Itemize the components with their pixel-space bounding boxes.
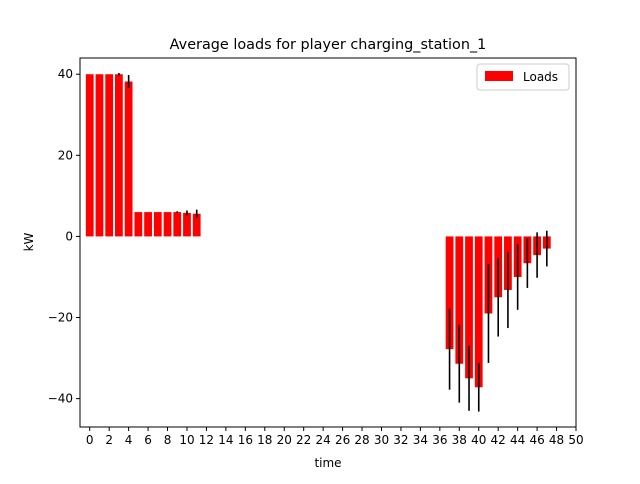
bar: [183, 212, 191, 237]
x-tick-label: 36: [432, 433, 447, 447]
x-tick-label: 20: [277, 433, 292, 447]
plot-frame: [79, 57, 577, 428]
legend-frame: [476, 63, 570, 91]
x-tick-label: 14: [218, 433, 233, 447]
x-tick-label: 18: [257, 433, 272, 447]
y-axis-label: kW: [22, 232, 36, 251]
x-tick-label: 4: [125, 433, 133, 447]
x-tick-label: 50: [568, 433, 583, 447]
y-tick-label: −20: [48, 311, 73, 325]
bar: [173, 212, 182, 237]
x-tick-label: 48: [549, 433, 564, 447]
bar: [95, 74, 104, 237]
x-tick-label: 46: [529, 433, 544, 447]
bar: [115, 74, 123, 237]
x-tick-label: 42: [491, 433, 506, 447]
x-axis-label: time: [314, 456, 341, 470]
chart-title: Average loads for player charging_statio…: [170, 37, 487, 53]
x-tick-label: 0: [86, 433, 94, 447]
x-tick-label: 8: [164, 433, 172, 447]
bar: [124, 81, 133, 237]
x-tick-label: 12: [199, 433, 214, 447]
legend: Loads: [476, 63, 570, 91]
x-tick-label: 26: [335, 433, 350, 447]
x-tick-label: 24: [315, 433, 330, 447]
bar: [474, 236, 483, 388]
y-tick-label: 20: [58, 148, 73, 162]
x-tick-label: 32: [393, 433, 408, 447]
bar: [455, 236, 464, 364]
bar: [85, 74, 94, 237]
y-axis: −40 −20 0 20 40: [48, 67, 80, 406]
legend-swatch: [485, 71, 513, 81]
x-tick-label: 44: [510, 433, 525, 447]
bar: [105, 74, 114, 237]
bar: [465, 236, 473, 379]
bar: [445, 236, 454, 350]
x-tick-label: 38: [452, 433, 467, 447]
y-tick-label: 40: [58, 67, 73, 81]
y-tick-label: −40: [48, 392, 73, 406]
bar: [163, 212, 172, 237]
x-tick-label: 40: [471, 433, 486, 447]
x-tick-label: 22: [296, 433, 311, 447]
bar: [192, 213, 201, 237]
x-tick-label: 28: [354, 433, 369, 447]
bar: [144, 212, 152, 237]
x-tick-label: 16: [238, 433, 253, 447]
x-tick-label: 34: [413, 433, 428, 447]
x-axis: 0 2 4 6 8 10 12 14 16 18 20 22 24 26 28 30 32 34 36 38 40 42 4…: [86, 427, 584, 447]
legend-label: Loads: [523, 70, 558, 84]
x-tick-label: 6: [144, 433, 152, 447]
x-tick-label: 30: [374, 433, 389, 447]
x-tick-label: 2: [105, 433, 113, 447]
error-bars-layer: [118, 73, 548, 412]
bar: [134, 212, 143, 237]
bar: [153, 212, 162, 237]
y-tick-label: 0: [65, 229, 73, 243]
x-tick-label: 10: [179, 433, 194, 447]
